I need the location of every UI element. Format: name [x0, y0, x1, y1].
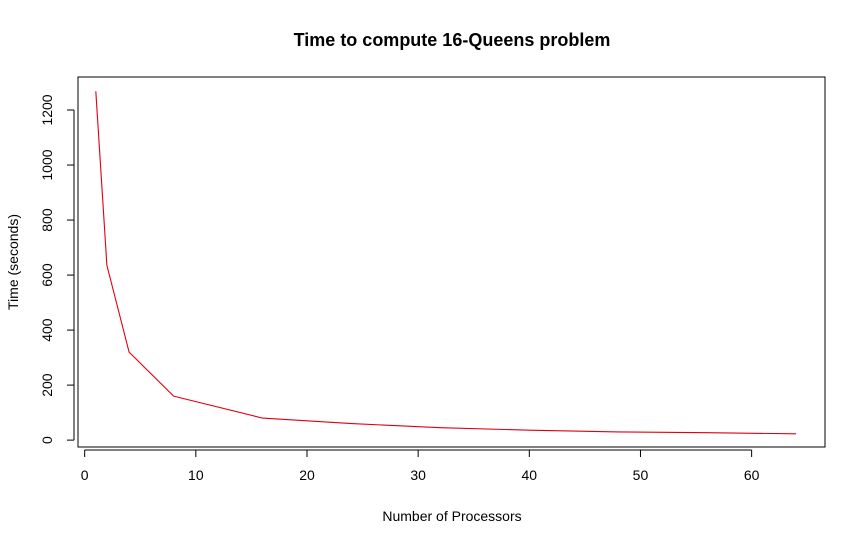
series-line	[95, 91, 797, 435]
x-tick-label: 40	[522, 467, 538, 483]
x-tick-label: 50	[633, 467, 649, 483]
plot-frame	[77, 76, 826, 448]
x-tick-label: 60	[744, 467, 760, 483]
y-tick-label: 0	[39, 436, 55, 444]
chart-title: Time to compute 16-Queens problem	[294, 30, 611, 50]
y-tick-label: 1200	[39, 94, 55, 125]
y-tick-label: 600	[39, 263, 55, 287]
x-tick-label: 10	[188, 467, 204, 483]
x-tick-label: 20	[299, 467, 315, 483]
x-axis: 0 10 20 30 40 50 60	[81, 449, 760, 483]
x-axis-label: Number of Processors	[382, 508, 521, 524]
y-tick-label: 200	[39, 373, 55, 397]
y-axis: 0 200 400 600 800 1000 1200	[39, 94, 75, 444]
y-tick-label: 400	[39, 318, 55, 342]
y-tick-label: 800	[39, 208, 55, 232]
y-tick-label: 1000	[39, 149, 55, 180]
series-layer	[95, 91, 797, 435]
y-axis-label: Time (seconds)	[5, 214, 21, 310]
x-tick-label: 0	[81, 467, 89, 483]
x-tick-label: 30	[410, 467, 426, 483]
